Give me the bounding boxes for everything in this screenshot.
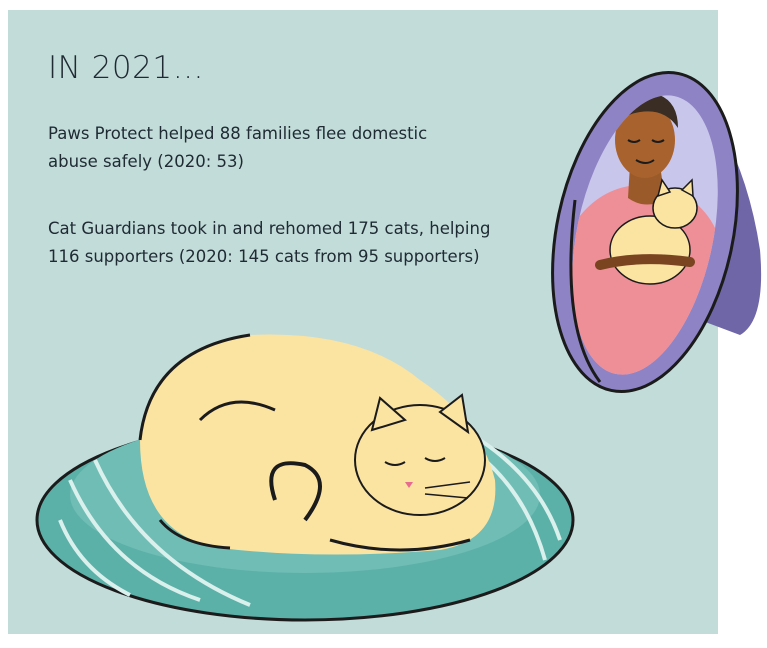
stat-paws-protect: Paws Protect helped 88 families flee dom… xyxy=(48,124,428,171)
page-heading: IN 2021… xyxy=(48,50,205,86)
stat-cat-guardians: Cat Guardians took in and rehomed 175 ca… xyxy=(48,219,491,266)
